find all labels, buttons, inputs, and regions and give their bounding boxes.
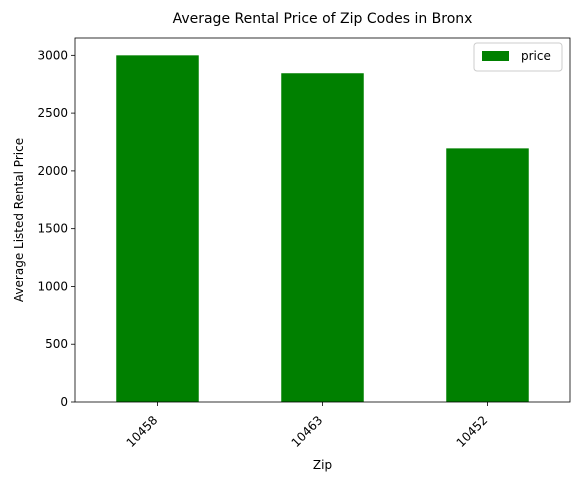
y-tick-label: 2500 — [37, 106, 68, 120]
x-tick-label: 10452 — [454, 413, 491, 450]
legend-label: price — [521, 49, 551, 63]
bar-10463 — [281, 73, 364, 403]
y-tick-label: 500 — [45, 337, 68, 351]
x-tick-label: 10463 — [289, 413, 326, 450]
chart-title: Average Rental Price of Zip Codes in Bro… — [173, 11, 473, 27]
bar-10458 — [116, 55, 199, 402]
legend-box — [473, 42, 563, 72]
plot-area: 10458 10463 10452 0 500 1000 1500 2000 2500 3000 — [37, 37, 571, 450]
x-axis-label: Zip — [313, 458, 332, 472]
y-tick-label: 1500 — [37, 222, 68, 236]
y-tick-label: 2000 — [37, 164, 68, 178]
plot-frame — [74, 37, 571, 403]
y-tick-label: 1000 — [37, 279, 68, 293]
y-axis-label: Average Listed Rental Price — [12, 138, 26, 302]
y-tick-label: 0 — [60, 395, 68, 409]
legend-swatch — [482, 51, 509, 61]
legend: price — [473, 42, 563, 72]
y-tick-label: 3000 — [37, 48, 68, 62]
bar-10452 — [446, 148, 529, 402]
x-tick-label: 10458 — [124, 413, 161, 450]
